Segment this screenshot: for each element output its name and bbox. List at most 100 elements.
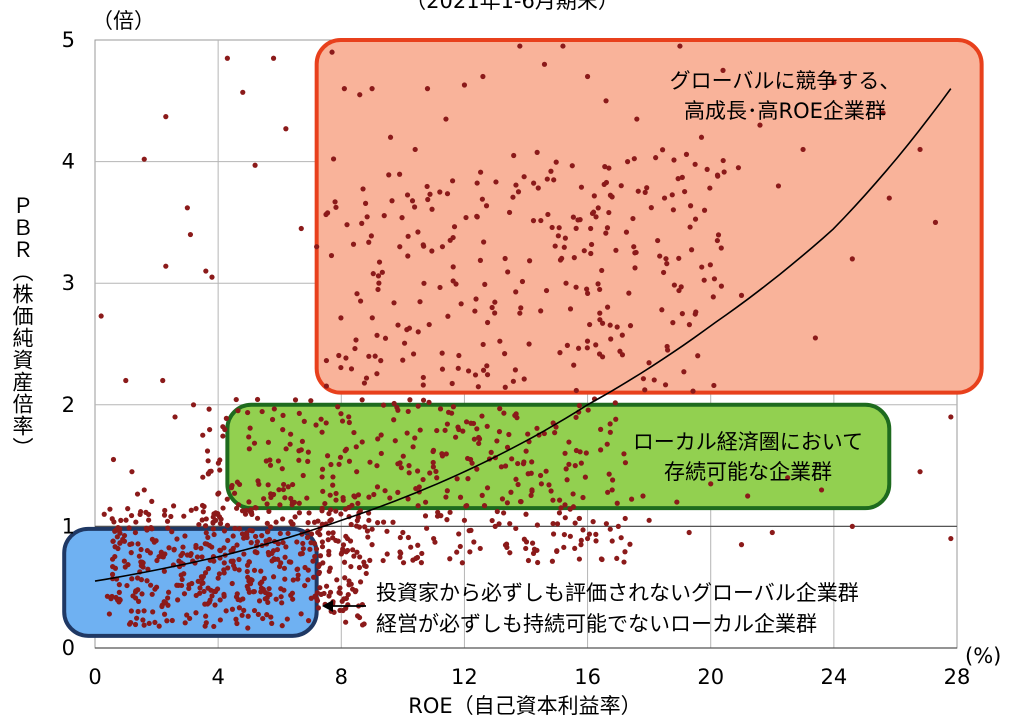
data-point-dense-752 (389, 198, 395, 204)
data-point-47 (101, 511, 107, 517)
data-point-dense-824 (692, 311, 698, 317)
x-tick-label-4: 16 (574, 665, 601, 689)
data-point-dense-596 (405, 253, 411, 259)
data-point-dense-884 (354, 549, 360, 555)
data-point-dense-919 (718, 245, 724, 251)
data-point-dense-317 (181, 591, 188, 597)
data-point-dense-778 (138, 577, 145, 583)
data-point-dense-37 (273, 596, 279, 602)
data-point-dense-1046 (477, 545, 483, 552)
data-point-dense-859 (474, 214, 480, 220)
data-point-84 (609, 487, 615, 493)
data-point-dense-369 (374, 484, 381, 490)
data-point-dense-887 (570, 491, 576, 497)
data-point-dense-973 (215, 511, 221, 518)
data-point-dense-969 (239, 612, 245, 618)
data-point-dense-731 (223, 415, 229, 421)
data-point-dense-1148 (168, 513, 174, 520)
data-point-25 (480, 73, 486, 80)
data-point-dense-307 (456, 531, 462, 537)
y-tick-label-1: 1 (62, 514, 75, 538)
data-point-93 (455, 365, 461, 371)
data-point-dense-879 (406, 470, 412, 476)
data-point-dense-238 (420, 397, 427, 403)
data-point-dense-589 (264, 501, 270, 507)
data-point-dense-509 (692, 161, 698, 167)
data-point-dense-912 (265, 529, 271, 535)
data-point-dense-645 (277, 502, 283, 508)
data-point-dense-342 (273, 519, 279, 525)
y-tick-label-2: 2 (62, 393, 75, 417)
data-point-dense-62 (245, 409, 251, 416)
data-point-dense-189 (285, 484, 291, 490)
data-point-dense-831 (174, 536, 180, 542)
data-point-dense-677 (549, 558, 556, 564)
data-point-dense-174 (471, 539, 477, 545)
data-point-dense-134 (525, 557, 532, 564)
data-point-dense-409 (382, 335, 389, 341)
data-point-dense-610 (411, 204, 418, 210)
data-point-dense-779 (249, 528, 255, 534)
data-point-dense-468 (430, 464, 436, 470)
orange-region-label-line2: 高成長･高ROE企業群 (684, 99, 886, 123)
data-point-dense-721 (214, 586, 221, 592)
data-point-dense-1034 (188, 551, 194, 557)
data-point-dense-809 (292, 514, 298, 520)
data-point-dense-523 (424, 183, 430, 190)
data-point-dense-31 (720, 157, 726, 164)
x-tick-label-3: 12 (451, 665, 478, 689)
data-point-dense-507 (138, 509, 144, 515)
data-point-dense-1119 (585, 407, 591, 413)
green-region-label-line1: ローカル経済圏において (633, 430, 863, 454)
data-point-dense-946 (518, 499, 524, 505)
data-point-dense-253 (569, 163, 575, 169)
data-point-dense-1144 (288, 519, 294, 525)
data-point-dense-750 (721, 169, 727, 175)
data-point-dense-987 (622, 515, 628, 522)
data-point-dense-839 (605, 489, 611, 495)
data-point-dense-864 (199, 580, 205, 587)
data-point-dense-986 (305, 577, 311, 583)
data-point-dense-855 (319, 466, 326, 472)
data-point-dense-765 (236, 605, 242, 611)
data-point-dense-1010 (563, 466, 569, 472)
x-tick-label-7: 28 (944, 665, 971, 689)
data-point-dense-240 (236, 526, 243, 532)
data-point-dense-80 (493, 179, 499, 185)
data-point-dense-493 (246, 499, 252, 505)
data-point-dense-843 (244, 568, 250, 575)
data-point-dense-1057 (663, 256, 669, 262)
data-point-dense-415 (203, 530, 209, 536)
data-point-dense-1040 (244, 534, 250, 541)
data-point-dense-956 (622, 460, 629, 466)
data-point-dense-592 (566, 439, 572, 445)
data-point-dense-953 (657, 253, 663, 259)
data-point-dense-537 (240, 596, 246, 602)
data-point-dense-810 (135, 541, 141, 547)
data-point-dense-108 (437, 406, 444, 412)
data-point-97 (597, 317, 603, 323)
data-point-dense-332 (422, 513, 429, 519)
data-point-dense-173 (618, 535, 624, 541)
data-point-dense-517 (566, 461, 572, 467)
data-point-dense-421 (333, 490, 339, 497)
data-point-63 (295, 572, 301, 578)
data-point-dense-480 (126, 621, 133, 627)
data-point-dense-81 (513, 411, 519, 417)
data-point-dense-532 (337, 590, 343, 596)
trend-curve (94, 88, 952, 582)
data-point-dense-915 (270, 491, 277, 498)
data-point-dense-286 (593, 538, 599, 544)
data-point-dense-225 (200, 474, 206, 480)
data-point-dense-690 (325, 537, 331, 543)
data-point-dense-483 (323, 420, 329, 426)
data-point-dense-66 (387, 495, 393, 501)
data-point-dense-625 (117, 530, 123, 536)
data-point-dense-723 (445, 409, 452, 415)
data-point-dense-858 (447, 509, 453, 515)
data-point-dense-938 (257, 580, 263, 587)
data-point-4 (163, 263, 169, 269)
trend-curve-line (94, 88, 952, 582)
data-point-dense-719 (459, 560, 465, 566)
data-point-dense-637 (186, 585, 192, 592)
